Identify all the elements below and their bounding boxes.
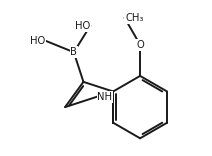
Text: HO: HO (75, 21, 90, 31)
Text: HO: HO (30, 36, 45, 46)
Text: CH₃: CH₃ (125, 13, 144, 23)
Text: NH: NH (97, 92, 112, 102)
Text: B: B (70, 47, 77, 57)
Text: O: O (136, 40, 144, 50)
